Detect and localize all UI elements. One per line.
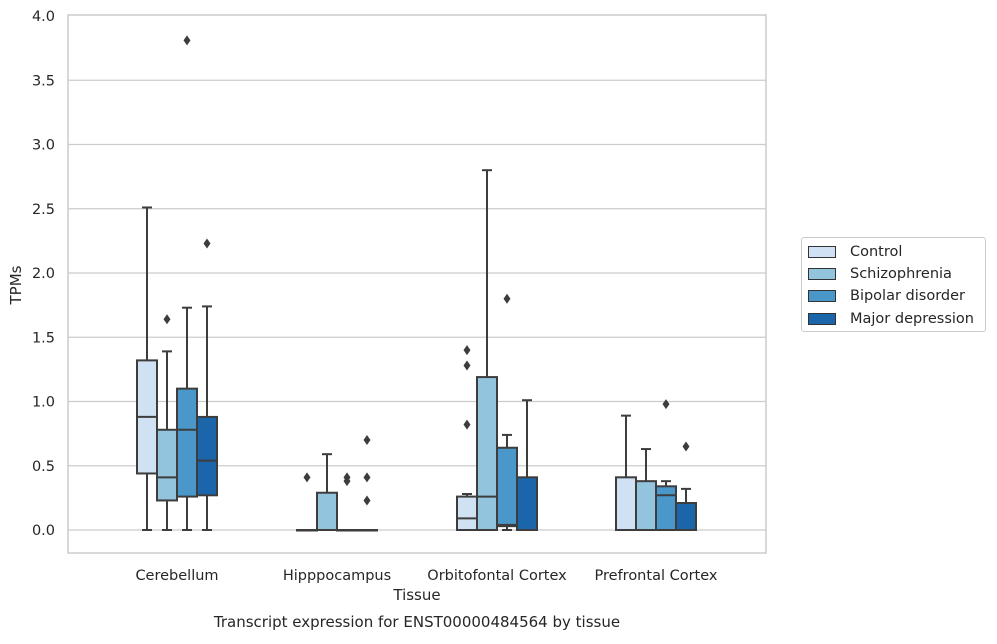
legend-item-control: Control [808,242,902,262]
legend-label: Major depression [850,311,974,327]
y-tick-label: 0.5 [32,459,55,475]
box-group [156,314,178,531]
box-group [316,453,338,531]
box-iqr [156,428,178,502]
box-group [196,238,218,531]
box-group [336,472,358,532]
box-group [635,448,657,532]
y-tick-label: 3.5 [32,73,55,89]
box-group [516,399,538,532]
box-group [456,345,478,531]
box-iqr [496,446,518,528]
legend-swatch [808,268,836,280]
y-tick-label: 2.5 [32,202,55,218]
y-tick-label: 2.0 [32,266,55,282]
box-iqr [675,502,697,532]
box-group [675,441,697,532]
legend-label: Bipolar disorder [850,288,965,304]
outlier-point [682,441,690,452]
y-tick-label: 1.0 [32,395,55,411]
outlier-point [363,435,371,446]
box-group [176,35,198,531]
x-tick-labels: Cerebellum Hipppocampus Orbitofontal Corte… [135,568,717,584]
box-iqr [176,387,198,498]
outlier-point [183,35,191,46]
outlier-point [463,345,471,356]
box-group [356,435,378,532]
legend-swatch [808,246,836,258]
y-tick-label: 0.0 [32,523,55,539]
x-axis-label: Tissue [392,586,440,604]
box-iqr [655,485,677,531]
legend-swatch [808,313,836,325]
legend-swatch [808,290,836,302]
legend-label: Schizophrenia [850,266,952,282]
box-layer [136,35,697,532]
box-group [615,414,637,532]
box-group [476,169,498,531]
box-iqr [196,415,218,497]
outlier-point [303,472,311,483]
legend-item-bipolar-disorder: Bipolar disorder [808,286,965,306]
legend-item-schizophrenia: Schizophrenia [808,264,952,284]
outlier-point [463,360,471,371]
x-tick-label: Cerebellum [135,568,218,584]
outlier-point [203,238,211,249]
box-iqr [615,476,637,532]
outlier-point [662,399,670,410]
plot-frame [67,14,767,554]
box-iqr [635,480,657,532]
legend-item-major-depression: Major depression [808,309,974,329]
outlier-point [163,314,171,325]
box-group [296,472,318,532]
outlier-point [363,495,371,506]
outlier-point [363,472,371,483]
legend: Control Schizophrenia Bipolar disorder M… [801,237,986,332]
y-axis-label: TPMs [7,265,25,305]
y-tick-label: 1.5 [32,330,55,346]
box-group [655,399,677,531]
box-group [496,293,518,531]
box-iqr [316,491,338,531]
box-group [136,206,158,531]
outlier-point [503,293,511,304]
box-iqr [516,476,538,532]
outlier-point [463,419,471,430]
x-tick-label: Orbitofontal Cortex [427,568,567,584]
outlier-point [343,472,351,483]
box-iqr [476,376,498,531]
x-tick-label: Prefrontal Cortex [595,568,718,584]
y-tick-label: 4.0 [32,9,55,25]
y-tick-labels: 0.0 0.5 1.0 1.5 2.0 2.5 3.0 3.5 4.0 [32,9,55,539]
legend-label: Control [850,244,903,260]
x-tick-label: Hipppocampus [283,568,391,584]
chart-title: Transcript expression for ENST0000048456… [213,613,620,631]
y-tick-label: 3.0 [32,138,55,154]
box-iqr [456,495,478,531]
